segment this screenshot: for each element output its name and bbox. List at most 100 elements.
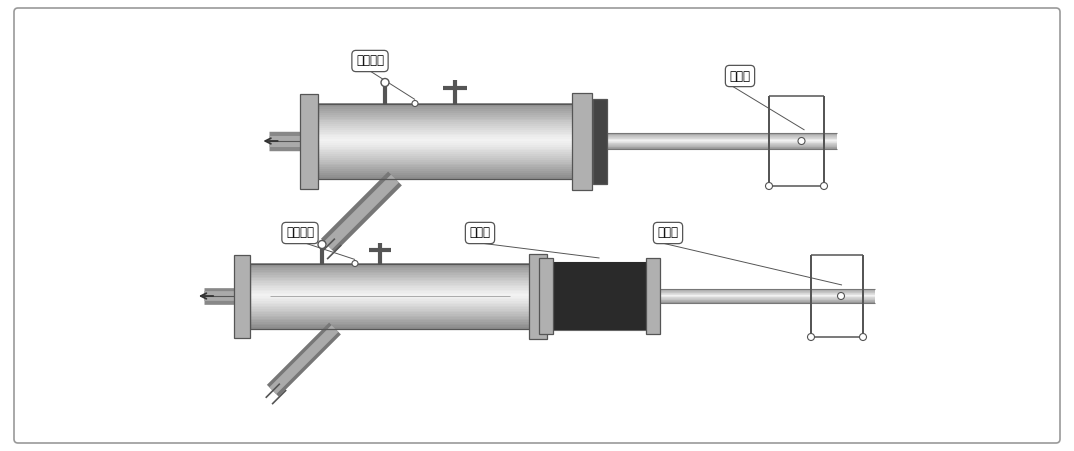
Bar bbox=[250, 274, 529, 276]
Bar bbox=[250, 307, 529, 309]
Circle shape bbox=[859, 333, 867, 341]
Bar bbox=[607, 143, 837, 144]
Bar bbox=[250, 317, 529, 319]
Bar bbox=[318, 110, 572, 113]
Bar bbox=[607, 133, 837, 134]
Bar bbox=[607, 148, 837, 149]
Bar bbox=[250, 273, 529, 275]
Bar bbox=[318, 131, 572, 133]
Bar bbox=[318, 176, 572, 179]
Bar bbox=[250, 315, 529, 317]
Bar bbox=[318, 118, 572, 120]
Bar bbox=[250, 266, 529, 268]
Bar bbox=[250, 302, 529, 304]
Bar bbox=[250, 313, 529, 316]
Bar bbox=[250, 286, 529, 288]
Text: 막음장치: 막음장치 bbox=[355, 55, 384, 68]
Bar bbox=[607, 146, 837, 147]
Bar bbox=[250, 276, 529, 278]
Bar bbox=[661, 290, 875, 291]
Bar bbox=[250, 281, 529, 283]
Bar bbox=[318, 125, 572, 128]
Bar bbox=[250, 305, 529, 308]
Bar bbox=[661, 300, 875, 301]
Bar bbox=[250, 310, 529, 312]
Bar bbox=[250, 300, 529, 303]
Bar bbox=[645, 258, 661, 334]
Bar bbox=[661, 291, 875, 293]
Bar bbox=[250, 270, 529, 272]
Bar bbox=[250, 320, 529, 322]
Bar bbox=[318, 129, 572, 132]
Text: 배토관: 배토관 bbox=[729, 69, 751, 83]
Bar bbox=[250, 297, 529, 299]
Bar bbox=[318, 120, 572, 122]
Bar bbox=[607, 138, 837, 139]
Bar bbox=[661, 292, 875, 293]
Bar bbox=[250, 263, 529, 328]
Bar bbox=[318, 165, 572, 167]
Bar bbox=[250, 289, 529, 291]
Text: 배토관: 배토관 bbox=[657, 226, 679, 239]
Bar bbox=[607, 144, 837, 145]
Bar bbox=[318, 148, 572, 150]
Bar bbox=[318, 141, 572, 143]
Bar bbox=[661, 296, 875, 297]
Bar bbox=[318, 161, 572, 164]
Text: 주름관: 주름관 bbox=[469, 226, 491, 239]
Bar bbox=[318, 107, 572, 109]
Bar bbox=[250, 271, 529, 273]
Bar bbox=[607, 134, 837, 135]
Bar bbox=[607, 147, 837, 148]
Bar bbox=[661, 294, 875, 295]
Bar bbox=[318, 109, 572, 111]
Bar bbox=[607, 146, 837, 147]
Bar bbox=[661, 301, 875, 302]
Bar bbox=[250, 268, 529, 270]
Bar bbox=[250, 279, 529, 281]
Circle shape bbox=[808, 333, 814, 341]
Bar bbox=[318, 169, 572, 171]
Bar bbox=[234, 254, 250, 337]
Bar bbox=[661, 293, 875, 294]
Bar bbox=[529, 253, 547, 339]
Bar bbox=[318, 133, 572, 135]
Bar bbox=[661, 302, 875, 303]
Bar bbox=[250, 295, 529, 298]
Bar bbox=[318, 150, 572, 152]
Bar bbox=[250, 299, 529, 301]
Bar bbox=[661, 291, 875, 292]
Circle shape bbox=[352, 261, 358, 267]
Bar bbox=[318, 122, 572, 124]
Bar bbox=[607, 136, 837, 137]
Bar bbox=[318, 137, 572, 139]
Circle shape bbox=[318, 240, 326, 249]
Bar bbox=[318, 103, 572, 179]
Bar bbox=[318, 174, 572, 177]
Bar bbox=[318, 124, 572, 126]
Bar bbox=[250, 292, 529, 295]
Bar bbox=[300, 93, 318, 189]
Bar bbox=[547, 262, 652, 330]
FancyBboxPatch shape bbox=[14, 8, 1060, 443]
Bar bbox=[250, 318, 529, 320]
Bar bbox=[593, 98, 607, 184]
Bar bbox=[607, 137, 837, 138]
Bar bbox=[318, 138, 572, 141]
Bar bbox=[250, 263, 529, 265]
Bar bbox=[318, 167, 572, 169]
Bar bbox=[661, 301, 875, 302]
Bar bbox=[661, 289, 875, 290]
Bar bbox=[607, 140, 837, 141]
Bar bbox=[250, 323, 529, 325]
Circle shape bbox=[798, 138, 806, 144]
Bar bbox=[318, 116, 572, 119]
Text: 막음장치: 막음장치 bbox=[286, 226, 314, 239]
Bar bbox=[318, 172, 572, 175]
Bar bbox=[571, 92, 592, 189]
Bar bbox=[250, 327, 529, 328]
Bar bbox=[318, 105, 572, 107]
Bar bbox=[250, 282, 529, 285]
Circle shape bbox=[838, 293, 844, 299]
Bar bbox=[318, 103, 572, 106]
